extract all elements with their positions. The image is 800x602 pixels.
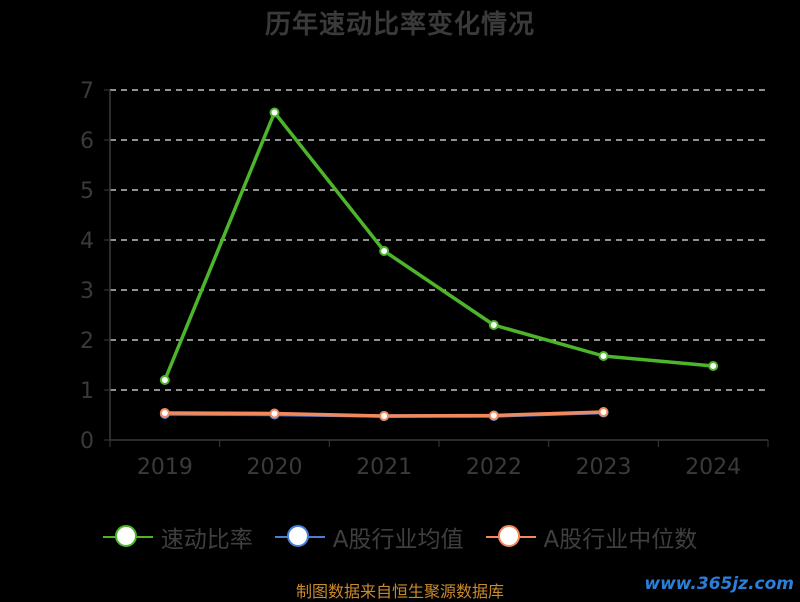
series-2-point-2020 <box>269 408 280 419</box>
series-2-point-2021 <box>379 411 390 421</box>
series-2-point-2023 <box>598 407 609 417</box>
legend-item-industry-mean[interactable]: A股行业均值 <box>274 520 464 554</box>
legend-item-quick-ratio[interactable]: 速动比率 <box>102 520 253 554</box>
chart-title: 历年速动比率变化情况 <box>264 10 535 40</box>
x-tick-label-2020: 2020 <box>247 455 303 480</box>
y-tick-label-2: 2 <box>80 329 94 354</box>
y-tick-label-7: 7 <box>80 79 94 104</box>
watermark-logo: www.365jz.com <box>644 574 794 594</box>
x-tick-label-2023: 2023 <box>576 455 632 480</box>
series-0-point-2023 <box>598 351 609 361</box>
legend-label-industry-median: A股行业中位数 <box>543 527 698 553</box>
chart-legend: 速动比率 A股行业均值 A股行业中位数 <box>0 520 800 554</box>
legend-item-industry-median[interactable]: A股行业中位数 <box>485 520 698 554</box>
x-tick-label-2022: 2022 <box>466 455 522 480</box>
y-tick-label-6: 6 <box>80 129 94 154</box>
y-tick-label-5: 5 <box>80 179 94 204</box>
legend-swatch-industry-mean <box>274 522 325 552</box>
x-tick-label-2019: 2019 <box>137 455 193 480</box>
y-tick-label-4: 4 <box>80 229 94 254</box>
x-tick-label-2024: 2024 <box>685 455 741 480</box>
series-0-point-2021 <box>379 246 390 256</box>
series-0-point-2020 <box>269 107 280 118</box>
y-tick-label-3: 3 <box>80 279 94 304</box>
series-2-point-2019 <box>159 408 170 418</box>
legend-swatch-quick-ratio <box>102 522 153 552</box>
legend-label-industry-mean: A股行业均值 <box>332 527 464 553</box>
chart-plot: 0 1 2 3 4 5 6 7 2019 2020 2021 2022 2023 2024 <box>80 79 769 480</box>
legend-label-quick-ratio: 速动比率 <box>160 527 253 553</box>
series-0-point-2024 <box>708 361 719 371</box>
series-2-point-2022 <box>488 410 499 421</box>
y-tick-label-0: 0 <box>80 429 94 454</box>
x-tick-label-2021: 2021 <box>356 455 412 480</box>
legend-swatch-industry-median <box>485 522 536 552</box>
series-0-point-2022 <box>488 320 499 330</box>
y-tick-label-1: 1 <box>80 379 94 404</box>
series-0-point-2019 <box>159 375 170 385</box>
data-source-footer: 制图数据来自恒生聚源数据库 <box>295 582 504 601</box>
series-line-0 <box>163 110 714 381</box>
